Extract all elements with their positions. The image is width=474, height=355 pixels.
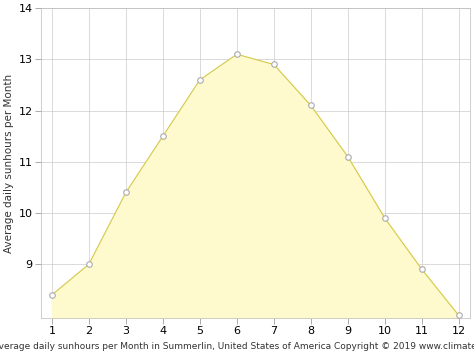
Y-axis label: Average daily sunhours per Month: Average daily sunhours per Month <box>4 73 14 253</box>
X-axis label: Average daily sunhours per Month in Summerlin, United States of America Copyrigh: Average daily sunhours per Month in Summ… <box>0 342 474 351</box>
